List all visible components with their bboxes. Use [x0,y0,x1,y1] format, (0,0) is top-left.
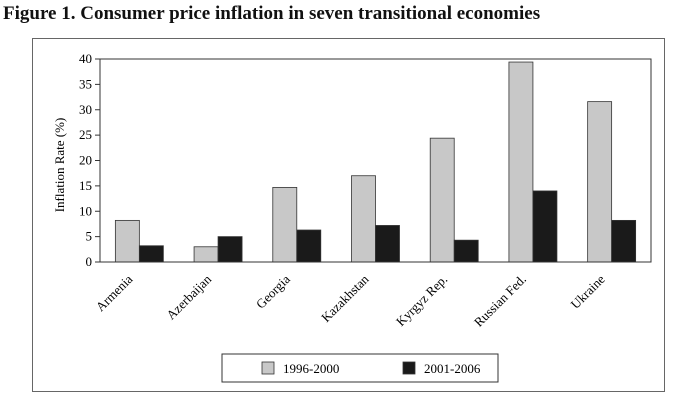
legend-swatch-1 [261,361,275,375]
bar-series2-5 [532,190,558,263]
plot-area-border [99,58,652,263]
y-tick-label: 25 [79,127,92,142]
category-label: Kyrgyz Rep. [393,272,450,329]
bar-series1-1 [193,246,219,263]
x-axis-labels: Armenia Azerbaijan Georgia Kazakhstan Kyrgyz… [93,271,608,329]
legend-label-1: 1996-2000 [283,361,339,376]
y-axis-title: Inflation Rate (%) [52,118,67,213]
category-label: Kazakhstan [318,271,372,325]
category-label: Russian Fed. [471,272,529,330]
bar-series1-4 [429,137,455,263]
bar-series2-2 [296,229,322,263]
legend-label-2: 2001-2006 [424,361,481,376]
category-label: Armenia [93,271,136,314]
category-label: Azerbaijan [163,271,214,322]
bar-series1-2 [272,186,298,263]
bar-series1-6 [587,101,613,263]
y-axis-ticks: 0 5 10 15 20 25 30 35 40 [79,51,100,269]
bar-series2-3 [375,225,400,263]
y-tick-label: 20 [79,153,92,168]
chart-frame [32,38,665,392]
legend-swatch-2 [402,361,416,375]
bar-series2-1 [217,236,243,263]
category-label: Ukraine [568,271,608,311]
y-tick-label: 30 [79,102,92,117]
y-tick-label: 15 [79,178,92,193]
y-tick-label: 40 [79,51,92,66]
category-label: Georgia [253,271,293,311]
legend: 1996-2000 2001-2006 [221,353,499,383]
bar-series2-6 [611,219,637,263]
figure-title: Figure 1. Consumer price inflation in se… [3,3,541,24]
bar-series2-0 [138,245,164,263]
y-tick-label: 5 [86,229,93,244]
y-tick-label: 0 [86,254,93,269]
bars [114,61,637,263]
y-tick-label: 10 [79,203,92,218]
bar-series1-5 [508,61,534,263]
bar-series2-4 [453,239,479,263]
y-tick-label: 35 [79,76,92,91]
bar-series1-0 [114,219,140,263]
bar-series1-3 [351,175,376,263]
